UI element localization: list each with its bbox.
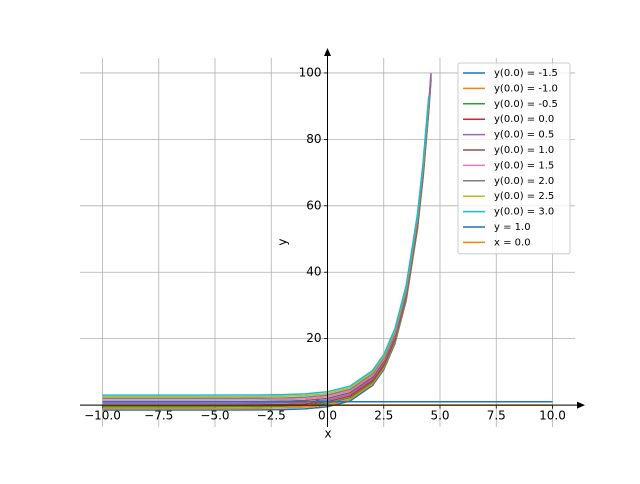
legend-label: y(0.0) = -1.0 bbox=[494, 83, 558, 94]
x-tick-label: −7.5 bbox=[144, 409, 173, 423]
series-line bbox=[102, 72, 432, 405]
y-tick-label: 80 bbox=[306, 132, 321, 146]
y-tick-label: 100 bbox=[299, 65, 322, 79]
series-line bbox=[102, 99, 430, 400]
x-tick-label: −10.0 bbox=[84, 409, 121, 423]
series-line bbox=[102, 102, 430, 403]
legend-label: y = 1.0 bbox=[494, 222, 531, 233]
legend-label: y(0.0) = -0.5 bbox=[494, 99, 558, 110]
x-tick-label: 10.0 bbox=[539, 409, 566, 423]
y-tick-label: 40 bbox=[306, 265, 321, 279]
legend-label: y(0.0) = 3.0 bbox=[494, 207, 554, 218]
legend-label: y(0.0) = 2.0 bbox=[494, 176, 554, 187]
x-tick-label: 7.5 bbox=[487, 409, 506, 423]
legend-label: y(0.0) = 2.5 bbox=[494, 191, 554, 202]
x-tick-label: 5.0 bbox=[430, 409, 449, 423]
legend-label: y(0.0) = 1.5 bbox=[494, 160, 554, 171]
series-line bbox=[102, 74, 432, 406]
legend-label: y(0.0) = 0.0 bbox=[494, 114, 554, 125]
legend-label: y(0.0) = 0.5 bbox=[494, 130, 554, 141]
legend-label: x = 0.0 bbox=[494, 237, 531, 248]
y-tick-label: 20 bbox=[306, 331, 321, 345]
y-tick-label: 60 bbox=[306, 198, 321, 212]
series-line bbox=[102, 101, 430, 401]
x-tick-label: −2.5 bbox=[257, 409, 286, 423]
series-line bbox=[102, 96, 430, 396]
x-axis-label: x bbox=[324, 427, 331, 441]
x-tick-label: −5.0 bbox=[200, 409, 229, 423]
y-axis-label: y bbox=[276, 238, 290, 245]
legend-label: y(0.0) = -1.5 bbox=[494, 68, 558, 79]
legend-label: y(0.0) = 1.0 bbox=[494, 145, 554, 156]
x-axis-arrow bbox=[577, 401, 585, 409]
series-line bbox=[102, 97, 430, 398]
x-tick-label: 2.5 bbox=[374, 409, 393, 423]
y-axis-arrow bbox=[324, 48, 331, 56]
legend-box bbox=[457, 62, 571, 255]
